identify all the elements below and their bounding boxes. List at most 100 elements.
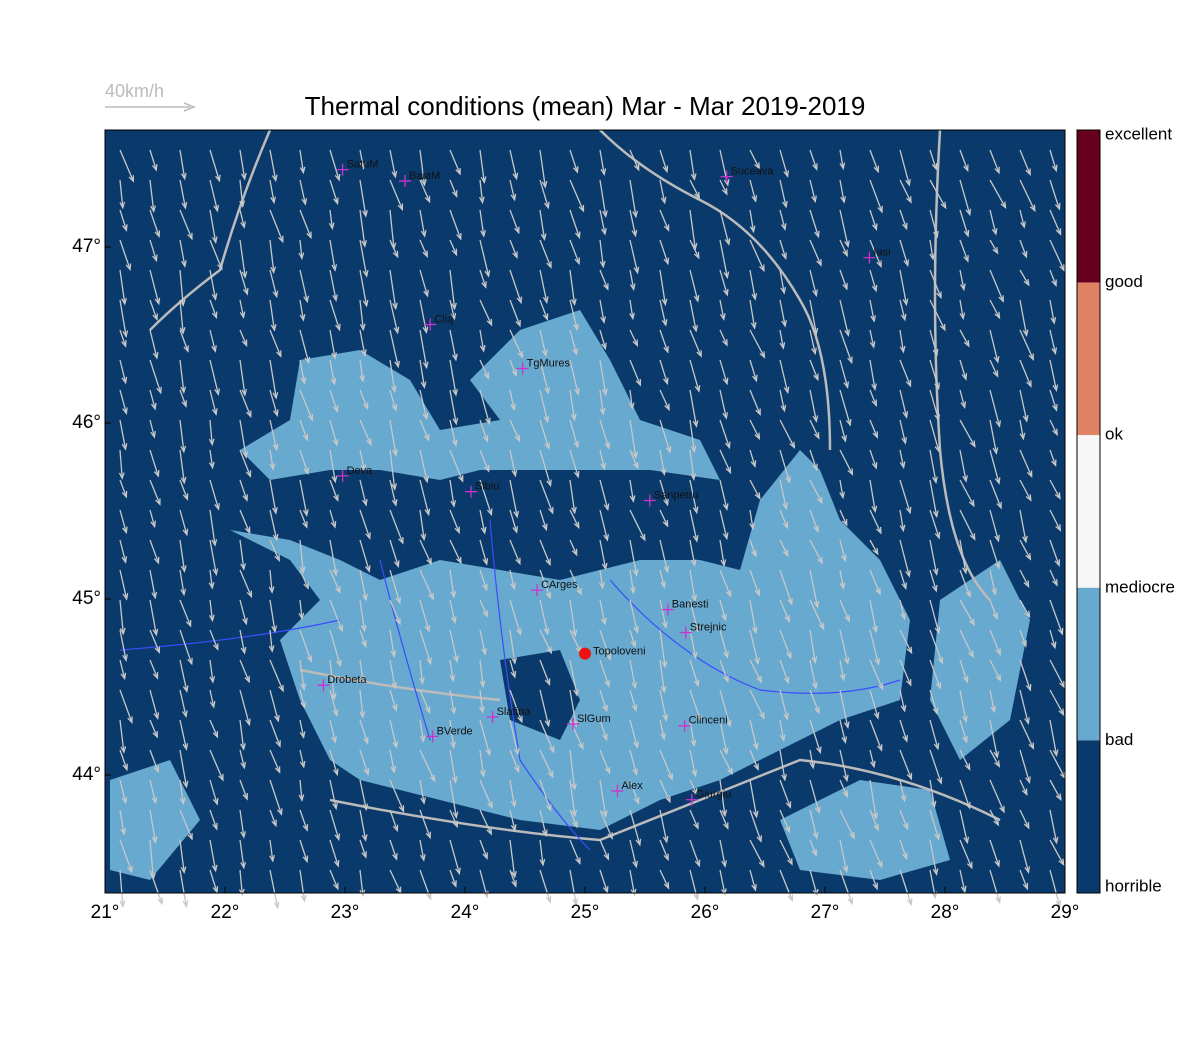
wind-arrow: [179, 869, 187, 907]
wind-arrowhead: [122, 330, 129, 338]
wind-arrowhead: [842, 790, 849, 799]
wind-arrow: [539, 269, 548, 303]
wind-arrowhead: [722, 503, 729, 511]
wind-arrow: [629, 179, 637, 217]
wind-arrowhead: [723, 271, 730, 280]
wind-arrowhead: [872, 625, 879, 634]
wind-arrow: [1049, 269, 1057, 286]
wind-arrowhead: [450, 312, 457, 321]
wind-arrowhead: [751, 883, 757, 892]
wind-arrow: [1049, 569, 1058, 586]
wind-arrow: [119, 509, 127, 533]
city-label: Suceava: [731, 166, 775, 178]
wind-arrowhead: [1050, 641, 1057, 650]
wind-arrow: [869, 329, 875, 348]
wind-arrow: [329, 689, 338, 716]
wind-arrowhead: [603, 503, 610, 512]
wind-arrow: [119, 869, 124, 907]
wind-arrow: [179, 539, 186, 572]
wind-arrow: [779, 509, 789, 529]
wind-arrowhead: [240, 221, 246, 229]
wind-arrow: [539, 869, 551, 903]
wind-arrow: [299, 179, 307, 205]
wind-arrow: [959, 389, 966, 408]
city-marker: [317, 679, 330, 692]
wind-arrowhead: [273, 901, 280, 910]
wind-arrow: [809, 809, 818, 839]
wind-arrowhead: [993, 818, 1000, 827]
wind-arrowhead: [183, 345, 189, 353]
wind-arrow: [419, 719, 425, 742]
wind-arrow: [599, 509, 609, 541]
wind-arrow: [869, 659, 884, 690]
wind-arrowhead: [629, 586, 636, 595]
wind-arrow: [1049, 809, 1058, 843]
wind-arrow: [239, 839, 245, 868]
city-label: Strejnic: [690, 621, 727, 633]
wind-arrowhead: [691, 594, 698, 603]
wind-arrow: [419, 449, 428, 482]
wind-arrow: [599, 359, 607, 395]
wind-arrowhead: [754, 589, 761, 597]
wind-arrowhead: [125, 263, 132, 272]
wind-arrow: [239, 329, 248, 346]
wind-arrowhead: [180, 866, 187, 874]
wind-arrowhead: [120, 828, 127, 836]
wind-arrow: [389, 629, 395, 657]
wind-arrow: [599, 389, 604, 414]
wind-arrowhead: [335, 323, 341, 332]
wind-arrowhead: [272, 507, 278, 515]
wind-arrowhead: [783, 386, 790, 395]
wind-arrow: [839, 689, 849, 728]
wind-arrowhead: [182, 685, 189, 694]
wind-arrowhead: [573, 441, 580, 449]
wind-arrowhead: [782, 521, 789, 530]
wind-arrowhead: [1022, 329, 1029, 338]
wind-arrowhead: [303, 467, 309, 476]
wind-arrow: [629, 149, 640, 171]
wind-arrow: [419, 269, 429, 297]
wind-arrowhead: [272, 391, 279, 400]
wind-arrowhead: [270, 266, 277, 275]
wind-arrow: [569, 779, 576, 816]
wind-arrowhead: [754, 657, 760, 666]
wind-arrow: [389, 749, 395, 773]
axes: 21° 22° 23° 24° 25° 26° 27° 28° 29°44°45°46°47°: [72, 236, 1079, 923]
wind-arrow: [479, 359, 490, 379]
wind-arrowhead: [601, 227, 607, 236]
wind-arrowhead: [758, 860, 765, 868]
wind-arrowhead: [209, 676, 216, 684]
wind-arrow: [809, 659, 817, 689]
wind-arrow: [839, 779, 848, 797]
wind-arrow: [179, 779, 184, 804]
wind-arrow: [839, 209, 849, 247]
wind-arrow: [389, 179, 403, 210]
wind-arrow: [929, 569, 937, 592]
wind-arrowhead: [600, 462, 607, 471]
wind-arrow: [989, 749, 1000, 767]
wind-arrowhead: [182, 493, 189, 501]
wind-arrow: [329, 659, 335, 699]
wind-arrow: [929, 839, 938, 875]
wind-arrow: [629, 539, 638, 576]
wind-arrow: [209, 479, 220, 510]
wind-arrow: [509, 269, 522, 303]
wind-arrowhead: [1026, 470, 1033, 479]
wind-arrowhead: [937, 656, 944, 665]
wind-arrow: [179, 359, 185, 393]
wind-arrowhead: [993, 751, 1000, 759]
wind-arrow: [959, 569, 971, 597]
wind-arrowhead: [934, 445, 941, 453]
wind-arrowhead: [962, 566, 968, 575]
wind-arrowhead: [900, 612, 907, 621]
wind-arrowhead: [271, 174, 278, 183]
wind-arrowhead: [422, 326, 429, 335]
wind-arrowhead: [932, 510, 939, 519]
wind-arrow: [959, 539, 967, 573]
wind-arrow: [659, 659, 665, 692]
bad-region: [230, 450, 910, 830]
wind-arrow: [1019, 449, 1033, 477]
wind-arrow: [749, 479, 761, 499]
wind-arrow: [119, 599, 124, 634]
wind-arrowhead: [869, 760, 876, 769]
